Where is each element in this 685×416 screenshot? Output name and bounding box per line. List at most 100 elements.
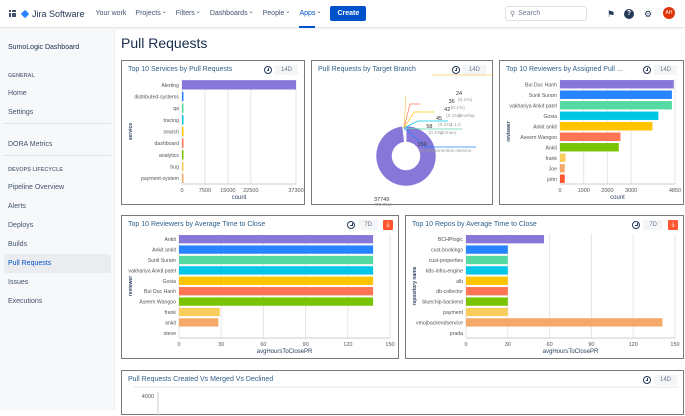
nav-projects[interactable]: Projects (135, 0, 160, 28)
chart-svg: 37749(99.0%)master24(0.1%)36(0.1%)42(0.1… (312, 61, 494, 206)
y-tick-label: payment-system (141, 176, 179, 182)
nav-people[interactable]: People (263, 0, 285, 28)
y-tick-label: cust-properties (429, 258, 464, 264)
slice-value: 58 (426, 124, 432, 130)
sidebar-item-dora-metrics[interactable]: DORA Metrics (4, 135, 111, 154)
y-tick-label: Ankit (164, 237, 176, 243)
y-tick-label: 4000 (142, 394, 154, 400)
x-tick-label: 37300 (288, 188, 303, 194)
x-tick-label: 30 (218, 342, 224, 348)
sidebar-item-pull-requests[interactable]: Pull Requests (4, 254, 111, 273)
bar-john (560, 175, 565, 183)
bar-aseem-wangoo (560, 133, 620, 141)
x-tick-label: 22500 (243, 188, 258, 194)
y-axis-label: reviewer (128, 276, 134, 296)
x-tick-label: 90 (588, 342, 594, 348)
sidebar: SumoLogic Dashboard GENERAL DORA Metrics… (0, 29, 115, 410)
notifications-icon[interactable]: ⚑ (606, 9, 616, 19)
y-tick-label: tracing (163, 118, 179, 124)
bar-frank (179, 308, 220, 316)
help-icon[interactable]: ? (624, 9, 634, 19)
chevron-down-icon: ⌄ (196, 9, 201, 15)
sidebar-item-pipeline-overview[interactable]: Pipeline Overview (4, 178, 111, 197)
bar-ankit-ankit (560, 122, 652, 130)
nav-your-work[interactable]: Your work (96, 0, 127, 28)
bar-sunil-suram (560, 91, 672, 99)
y-tick-label: vakhariya Ankit patel (128, 268, 176, 274)
slice-pct: (99.0%) (374, 203, 392, 206)
sidebar-item-home[interactable]: Home (4, 84, 111, 103)
sidebar-item-issues[interactable]: Issues (4, 273, 111, 292)
bar-sunil-suram (179, 256, 373, 264)
x-tick-label: 3000 (625, 188, 637, 194)
nav-filters[interactable]: Filters (176, 0, 195, 28)
general-heading: GENERAL (8, 73, 35, 79)
sidebar-item-deploys[interactable]: Deploys (4, 216, 111, 235)
y-tick-label: BCHPlogic (438, 237, 463, 243)
x-tick-label: 0 (558, 188, 561, 194)
y-tick-label: Bui Duc Hanh (525, 82, 557, 88)
y-tick-label: bug (170, 165, 179, 171)
bar-db-collector (466, 287, 508, 295)
bar-gosia (179, 277, 373, 285)
y-tick-label: alb (456, 279, 463, 285)
nav-dashboards[interactable]: Dashboards (210, 0, 248, 28)
jira-logo[interactable]: Jira Software (22, 9, 85, 19)
y-tick-label: cust-bookings (431, 248, 463, 254)
divider (4, 123, 111, 124)
bar-aseem-wangoo (179, 297, 373, 305)
y-axis-label: repository name (412, 266, 418, 305)
nav-apps[interactable]: Apps (299, 0, 315, 28)
x-tick-label: 4850 (669, 188, 681, 194)
settings-icon[interactable]: ⚙ (643, 9, 653, 19)
bar-payment-system (182, 174, 184, 183)
x-tick-label: 120 (343, 342, 352, 348)
y-tick-label: Aseem Wangoo (139, 300, 176, 306)
chevron-down-icon: ⌄ (316, 9, 321, 15)
bar-cust-properties (466, 256, 508, 264)
y-tick-label: Gosia (543, 114, 557, 120)
y-tick-label: payment (443, 310, 463, 316)
y-tick-label: john (546, 177, 557, 183)
bar-distributed-systems (182, 92, 184, 101)
search-input[interactable]: ⚲Search (505, 6, 587, 21)
chart-card-top-10-reviewers-by-average-time-to-close: Top 10 Reviewers by Average Time to Clos… (121, 215, 399, 359)
bar-alb (466, 277, 508, 285)
y-tick-label: db-collector (436, 289, 463, 295)
page-title: Pull Requests (121, 35, 207, 51)
y-tick-label: frank (545, 156, 557, 162)
jira-logo-icon (21, 9, 29, 17)
x-tick-label: 150 (670, 342, 679, 348)
bar-k8s-infra-engine (466, 266, 508, 274)
y-tick-label: Sunil Suram (148, 258, 176, 264)
create-button[interactable]: Create (330, 6, 366, 21)
slice-pct: (0.1%) (451, 105, 466, 111)
sidebar-item-builds[interactable]: Builds (4, 235, 111, 254)
chevron-down-icon: ⌄ (249, 9, 254, 15)
sidebar-item-executions[interactable]: Executions (4, 292, 111, 311)
y-tick-label: steve (164, 331, 177, 337)
bar-dashboard (182, 139, 184, 148)
sidebar-item-settings[interactable]: Settings (4, 103, 111, 122)
y-tick-label: qa (173, 106, 179, 112)
app-switcher-icon[interactable] (9, 10, 16, 17)
x-axis-label: count (232, 195, 247, 201)
y-tick-label: ankit (165, 320, 177, 326)
slice-pct: (0.1%) (458, 97, 473, 103)
y-tick-label: dashboard (154, 141, 179, 147)
bar-payment (466, 308, 508, 316)
sidebar-item-alerts[interactable]: Alerts (4, 197, 111, 216)
y-tick-label: search (163, 130, 179, 136)
slice-label: primary (440, 130, 457, 136)
x-tick-label: 1000 (578, 188, 590, 194)
y-tick-label: frank (164, 310, 176, 316)
search-icon: ⚲ (510, 10, 515, 18)
avatar[interactable]: AH (663, 7, 675, 19)
devops-heading: DEVOPS LIFECYCLE (8, 167, 63, 173)
y-tick-label: vakhariya Ankit patel (509, 103, 557, 109)
slice-label: develop (458, 113, 475, 119)
